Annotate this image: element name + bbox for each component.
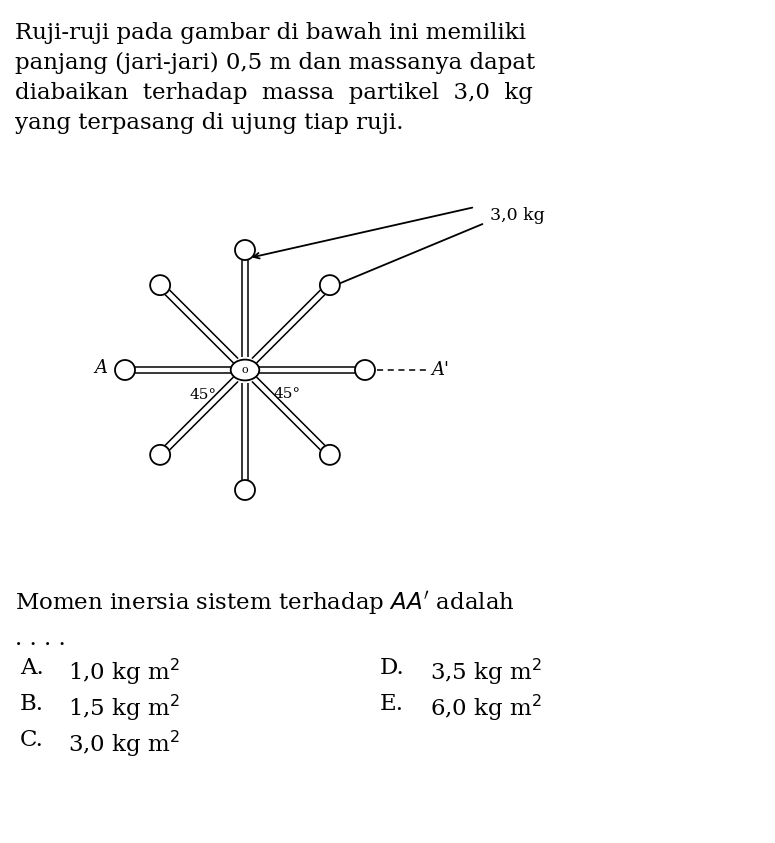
Text: panjang (jari-jari) 0,5 m dan massanya dapat: panjang (jari-jari) 0,5 m dan massanya d… — [15, 52, 535, 74]
Text: o: o — [242, 365, 248, 375]
Text: 45°: 45° — [273, 387, 300, 401]
Circle shape — [150, 275, 170, 295]
Text: B.: B. — [20, 693, 44, 715]
Circle shape — [150, 445, 170, 464]
Text: 3,0 kg: 3,0 kg — [490, 207, 545, 223]
Circle shape — [355, 360, 375, 380]
Text: diabaikan  terhadap  massa  partikel  3,0  kg: diabaikan terhadap massa partikel 3,0 kg — [15, 82, 533, 104]
Ellipse shape — [231, 360, 260, 380]
Text: A.: A. — [20, 657, 43, 679]
Text: A': A' — [431, 361, 449, 379]
Text: 3,5 kg m$^2$: 3,5 kg m$^2$ — [430, 657, 542, 687]
Circle shape — [320, 275, 340, 295]
Text: 45°: 45° — [189, 388, 216, 402]
Circle shape — [115, 360, 135, 380]
Text: Ruji-ruji pada gambar di bawah ini memiliki: Ruji-ruji pada gambar di bawah ini memil… — [15, 22, 526, 44]
Text: . . . .: . . . . — [15, 628, 66, 650]
Text: yang terpasang di ujung tiap ruji.: yang terpasang di ujung tiap ruji. — [15, 112, 404, 134]
Text: E.: E. — [380, 693, 404, 715]
Text: Momen inersia sistem terhadap $AA'$ adalah: Momen inersia sistem terhadap $AA'$ adal… — [15, 590, 515, 618]
Text: 1,0 kg m$^2$: 1,0 kg m$^2$ — [68, 657, 180, 687]
Text: 1,5 kg m$^2$: 1,5 kg m$^2$ — [68, 693, 180, 723]
Text: D.: D. — [380, 657, 405, 679]
Text: C.: C. — [20, 729, 44, 751]
Text: 6,0 kg m$^2$: 6,0 kg m$^2$ — [430, 693, 542, 723]
Circle shape — [320, 445, 340, 464]
Circle shape — [235, 240, 255, 260]
Circle shape — [235, 480, 255, 500]
Text: 3,0 kg m$^2$: 3,0 kg m$^2$ — [68, 729, 180, 760]
Text: A: A — [94, 359, 107, 377]
